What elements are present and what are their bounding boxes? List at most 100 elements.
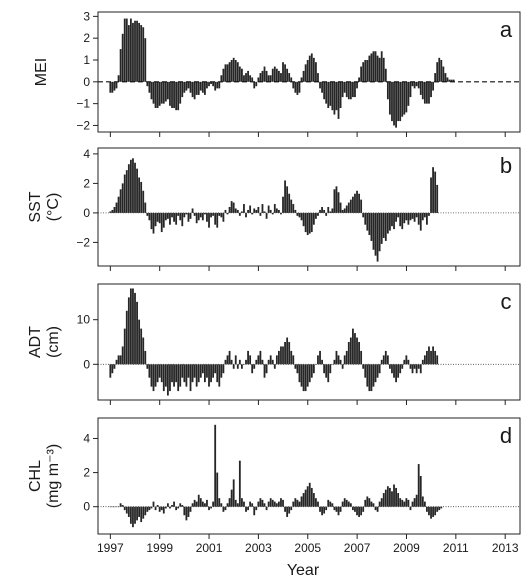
bar-c-32 [175,364,178,383]
bar-b-137 [391,212,393,227]
bar-d-141 [399,498,402,507]
bar-a-94 [302,70,305,82]
bar-d-146 [409,506,412,511]
bar-b-11 [132,158,134,213]
bar-a-74 [261,70,264,82]
bar-d-157 [432,506,434,517]
bar-d-62 [236,503,239,507]
bar-c-112 [339,359,342,365]
bar-c-131 [378,364,381,374]
bar-c-0 [109,364,112,378]
bar-c-116 [347,342,350,365]
bar-d-9 [127,506,130,517]
bar-d-12 [134,506,136,524]
bar-d-120 [356,506,358,516]
bar-c-3 [115,359,118,365]
bar-a-0 [109,81,112,93]
bar-b-50 [212,212,215,216]
bar-a-47 [206,81,208,89]
bar-b-33 [177,212,180,216]
bar-c-43 [197,364,200,383]
bar-b-73 [259,212,262,216]
bar-b-99 [312,212,315,225]
bar-d-26 [162,506,165,514]
panel-d: 0 2 4 1997 1999 2001 2003 2005 2007 2009 2011 2013 d… [27,417,521,555]
bar-a-135 [386,81,389,100]
bar-d-90 [294,498,297,507]
bar-d-158 [434,506,437,516]
bar-a-120 [356,81,358,89]
bar-c-13 [136,301,138,365]
bar-c-20 [150,364,153,387]
bar-b-46 [204,212,206,215]
bar-d-87 [288,506,291,514]
bar-d-121 [358,506,360,517]
bar-b-131 [378,212,381,252]
bar-a-26 [162,81,165,104]
y-tick-label-a-2: 0 [83,75,90,89]
bar-a-140 [397,81,400,122]
bar-d-38 [187,506,190,517]
bar-d-53 [218,498,221,507]
panel-b: −2 0 2 4 b SST (°C) [27,147,521,271]
bar-b-87 [288,193,291,213]
bar-c-42 [195,364,198,387]
bar-a-89 [292,81,295,89]
bar-d-33 [177,506,180,509]
bar-c-94 [302,364,305,392]
bar-d-113 [341,501,344,507]
bar-a-126 [368,55,371,82]
bar-d-46 [204,503,206,507]
x-tick-label-5: 2007 [344,541,371,555]
y-tick-label-a-4: 2 [83,31,90,45]
y-tick-label-a-1: −1 [76,97,90,111]
panel-a: −2 −1 0 1 2 3 a MEI [33,9,521,137]
bar-a-21 [152,81,155,104]
bar-a-156 [430,81,432,98]
bar-a-165 [448,79,451,82]
bar-c-145 [407,359,410,365]
bar-c-44 [199,364,202,378]
bar-d-89 [292,501,295,507]
bar-a-16 [142,27,145,82]
bar-d-40 [191,503,194,507]
bar-a-154 [426,81,428,104]
bar-d-134 [384,489,387,507]
bar-c-122 [360,350,363,365]
bar-a-72 [257,77,260,82]
bar-c-46 [204,364,206,383]
bar-d-66 [245,506,247,512]
y-axis-label-d-1: (mg m⁻³) [45,444,62,508]
bar-d-8 [125,506,128,514]
bar-c-91 [296,364,299,374]
bar-d-122 [360,506,363,516]
bar-c-85 [284,342,286,365]
bar-c-95 [304,364,307,392]
bar-c-159 [436,355,439,365]
bar-b-153 [423,212,426,218]
bar-c-86 [286,337,289,365]
bar-d-143 [403,501,406,507]
bar-a-161 [440,60,443,82]
bar-d-111 [337,506,340,516]
panel-letter-d: d [500,423,512,448]
bar-d-16 [142,506,145,519]
bar-b-100 [315,212,317,219]
bar-c-47 [206,364,208,378]
bar-d-79 [271,499,274,507]
bar-b-96 [306,212,309,236]
bar-c-64 [241,364,243,369]
bar-a-29 [169,81,171,106]
bar-b-60 [232,202,235,213]
bar-a-32 [175,81,178,111]
bar-a-60 [232,57,235,82]
bar-a-103 [321,81,323,93]
bar-a-36 [183,81,186,93]
bar-b-139 [395,212,397,222]
bar-d-5 [119,503,122,507]
bar-a-9 [127,25,130,82]
bar-a-6 [121,33,124,82]
bar-c-138 [393,364,395,378]
bar-b-135 [386,212,389,234]
bar-d-74 [261,499,264,507]
